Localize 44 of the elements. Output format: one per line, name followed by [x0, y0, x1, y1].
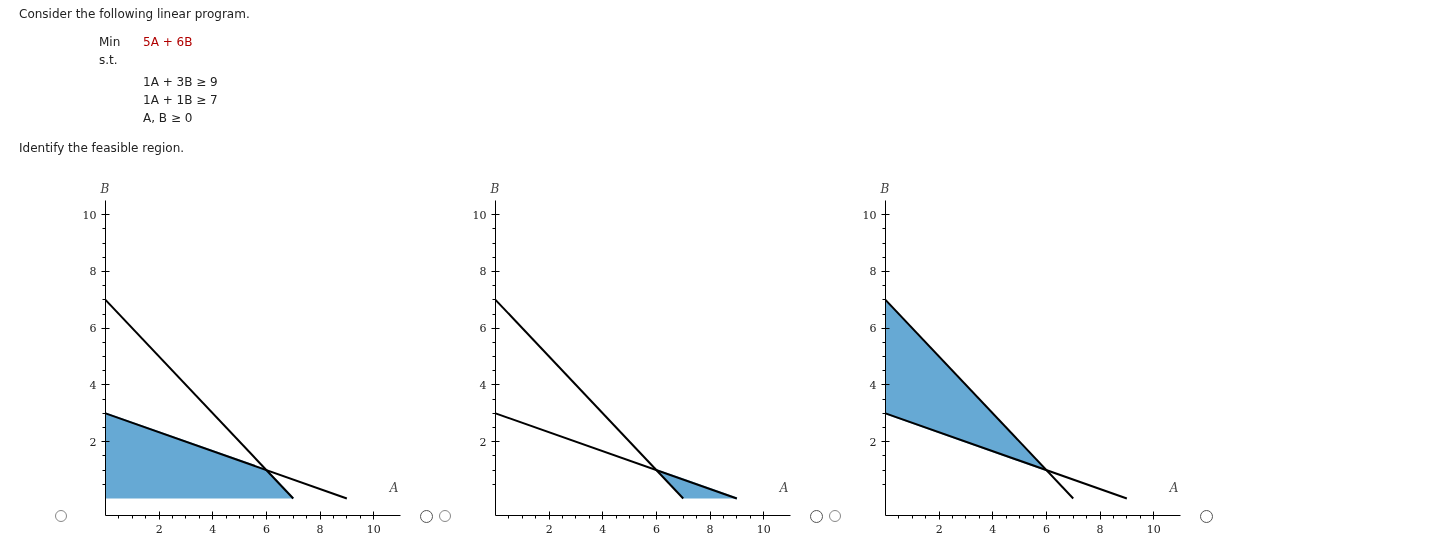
x-tick-label: 8: [706, 522, 714, 536]
y-tick-label: 10: [82, 208, 97, 222]
x-tick-label: 2: [545, 522, 553, 536]
x-tick-label: 2: [935, 522, 943, 536]
text: Identify the feasible region.: [19, 140, 186, 157]
text: A, B ≥ 0: [143, 110, 194, 127]
text: s.t.: [99, 52, 119, 69]
text: 5A + 6B: [143, 35, 193, 49]
x-axis-title: A: [1168, 481, 1179, 496]
y-tick-label: 8: [479, 265, 487, 279]
x-axis-title: A: [778, 481, 789, 496]
y-tick-label: 10: [862, 208, 877, 222]
x-tick-label: 4: [209, 522, 217, 536]
x-tick-label: 6: [262, 522, 270, 536]
y-tick-label: 10: [472, 208, 487, 222]
text: 1A + 3B ≥ 9: [143, 74, 219, 91]
text: Consider the following linear program.: [19, 6, 250, 23]
y-tick-label: 2: [479, 435, 487, 449]
y-axis-title: B: [489, 181, 500, 196]
x-tick-label: 4: [599, 522, 607, 536]
y-axis-title: B: [99, 181, 110, 196]
text: Min: [99, 34, 122, 51]
y-tick-label: 2: [89, 435, 97, 449]
text: 1A + 1B ≥ 7: [143, 92, 219, 109]
y-tick-label: 4: [869, 378, 877, 392]
x-tick-label: 10: [1146, 522, 1161, 536]
x-tick-label: 4: [989, 522, 997, 536]
y-tick-label: 4: [89, 378, 97, 392]
x-tick-label: 10: [366, 522, 381, 536]
y-tick-label: 6: [869, 322, 877, 336]
x-tick-label: 6: [1042, 522, 1050, 536]
x-axis-title: A: [388, 481, 399, 496]
x-tick-label: 8: [1096, 522, 1104, 536]
y-tick-label: 6: [479, 322, 487, 336]
x-tick-label: 2: [155, 522, 163, 536]
y-axis-title: B: [879, 181, 890, 196]
x-tick-label: 8: [316, 522, 324, 536]
y-tick-label: 2: [869, 435, 877, 449]
y-tick-label: 8: [89, 265, 97, 279]
x-tick-label: 6: [652, 522, 660, 536]
y-tick-label: 8: [869, 265, 877, 279]
x-tick-label: 10: [756, 522, 771, 536]
y-tick-label: 4: [479, 378, 487, 392]
y-tick-label: 6: [89, 322, 97, 336]
